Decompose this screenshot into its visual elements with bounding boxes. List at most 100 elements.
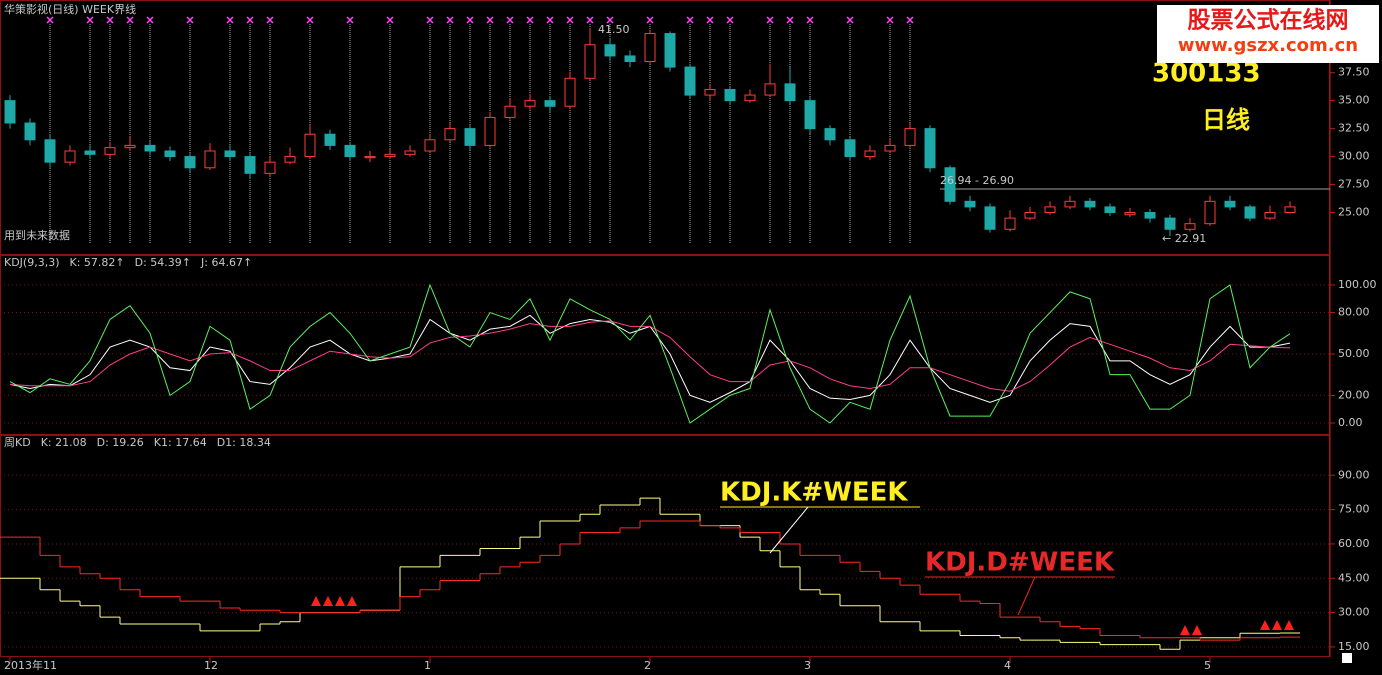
candle-body bbox=[744, 94, 756, 102]
legend-label: K: 21.08 bbox=[41, 436, 87, 449]
signal-marker bbox=[906, 16, 914, 24]
candle-body bbox=[284, 156, 296, 163]
signal-marker bbox=[46, 16, 54, 24]
candle-body bbox=[864, 150, 876, 158]
candle-body bbox=[164, 150, 176, 158]
signal-marker bbox=[646, 16, 654, 24]
candle-body bbox=[1024, 212, 1036, 219]
signal-marker bbox=[806, 16, 814, 24]
candle-body bbox=[124, 144, 136, 149]
y-tick-label: 30.00 bbox=[1338, 606, 1370, 619]
signal-marker bbox=[766, 16, 774, 24]
candle-body bbox=[204, 150, 216, 169]
arrow bbox=[323, 596, 333, 606]
candle-body bbox=[844, 139, 856, 158]
signal-marker bbox=[606, 16, 614, 24]
arrow bbox=[347, 596, 357, 606]
y-tick-label: 20.00 bbox=[1338, 388, 1370, 401]
y-tick-label: 0.00 bbox=[1338, 416, 1363, 429]
signal-marker bbox=[466, 16, 474, 24]
candle-body bbox=[444, 128, 456, 141]
y-tick-label: 90.00 bbox=[1338, 468, 1370, 481]
x-tick-label: 12 bbox=[204, 659, 218, 672]
x-tick-label: 2013年11 bbox=[4, 658, 57, 672]
candle-body bbox=[1184, 223, 1196, 230]
arrow bbox=[335, 596, 345, 606]
signal-marker bbox=[246, 16, 254, 24]
candle-body bbox=[704, 88, 716, 96]
legend-label: D: 19.26 bbox=[97, 436, 144, 449]
signal-marker bbox=[86, 16, 94, 24]
x-tick-label: 2 bbox=[644, 659, 651, 672]
candle-body bbox=[524, 100, 536, 107]
candle-body bbox=[904, 128, 916, 146]
candle-body bbox=[84, 150, 96, 155]
signal-marker bbox=[226, 16, 234, 24]
plot: 25.00 27.50 30.00 32.50 35.00 37.50 0.00 20.00 5… bbox=[0, 16, 1377, 672]
y-tick-label: 60.00 bbox=[1338, 537, 1370, 550]
signal-marker bbox=[846, 16, 854, 24]
candle-body bbox=[104, 147, 116, 155]
candle-body bbox=[264, 161, 276, 174]
candle-body bbox=[784, 83, 796, 102]
signal-marker bbox=[706, 16, 714, 24]
candle-body bbox=[1044, 206, 1056, 214]
corner-box bbox=[1342, 653, 1352, 663]
candle-body bbox=[804, 100, 816, 130]
y-tick-label: 100.00 bbox=[1338, 278, 1377, 291]
candle-body bbox=[44, 139, 56, 163]
candle-body bbox=[184, 156, 196, 169]
candle-body bbox=[944, 167, 956, 202]
candle-body bbox=[344, 144, 356, 158]
stock-code: 300133 bbox=[1152, 59, 1261, 89]
signal-marker bbox=[146, 16, 154, 24]
signal-arrows bbox=[311, 596, 1294, 635]
candle-body bbox=[1164, 217, 1176, 230]
signal-marker bbox=[486, 16, 494, 24]
candle-body bbox=[1004, 217, 1016, 230]
signal-marker bbox=[526, 16, 534, 24]
signal-marker bbox=[586, 16, 594, 24]
signal-marker bbox=[886, 16, 894, 24]
candle-body bbox=[544, 100, 556, 107]
legend-label: D1: 18.34 bbox=[217, 436, 271, 449]
signal-marker bbox=[346, 16, 354, 24]
candle-body bbox=[464, 128, 476, 146]
annotation: 41.50 bbox=[598, 23, 630, 36]
candle-body bbox=[244, 156, 256, 174]
candle-body bbox=[924, 128, 936, 169]
candle-body bbox=[1104, 206, 1116, 214]
arrow bbox=[1284, 620, 1294, 630]
signal-marker bbox=[266, 16, 274, 24]
candle-body bbox=[604, 44, 616, 57]
legend-label: D: 54.39↑ bbox=[135, 256, 191, 269]
y-tick-label: 37.50 bbox=[1338, 66, 1370, 79]
x-tick-label: 5 bbox=[1204, 659, 1211, 672]
candle-body bbox=[324, 133, 336, 146]
candle-body bbox=[964, 200, 976, 208]
candle-body bbox=[504, 105, 516, 118]
candle-body bbox=[304, 133, 316, 158]
candle-body bbox=[4, 100, 16, 124]
candle-body bbox=[884, 144, 896, 152]
signal-marker bbox=[566, 16, 574, 24]
signal-marker bbox=[546, 16, 554, 24]
candle-body bbox=[764, 83, 776, 96]
candle-body bbox=[824, 128, 836, 141]
candle-body bbox=[1244, 206, 1256, 219]
period-label: 日线 bbox=[1202, 106, 1250, 134]
legend-label: KDJ(9,3,3) bbox=[4, 256, 60, 269]
arrow bbox=[1192, 625, 1202, 635]
candle-body bbox=[1084, 200, 1096, 208]
signal-marker bbox=[106, 16, 114, 24]
candle-body bbox=[624, 55, 636, 63]
candle-body bbox=[1264, 212, 1276, 219]
candle-body bbox=[1144, 212, 1156, 219]
signal-marker bbox=[126, 16, 134, 24]
candle-body bbox=[424, 139, 436, 152]
arrow bbox=[311, 596, 321, 606]
y-tick-label: 80.00 bbox=[1338, 306, 1370, 319]
y-tick-label: 35.00 bbox=[1338, 94, 1370, 107]
